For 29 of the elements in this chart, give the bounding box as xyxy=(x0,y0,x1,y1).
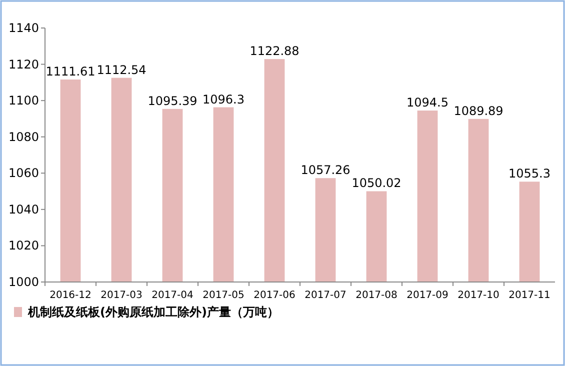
y-tick-label: 1140 xyxy=(8,21,39,35)
x-tick-label: 2017-03 xyxy=(100,290,142,301)
data-label: 1089.89 xyxy=(454,104,504,118)
data-label: 1057.26 xyxy=(300,163,350,178)
x-tick-label: 2017-09 xyxy=(406,290,448,301)
x-tick-label: 2016-12 xyxy=(50,290,92,301)
x-tick-label: 2017-08 xyxy=(356,290,398,301)
data-label: 1050.02 xyxy=(352,176,402,190)
x-tick-label: 2017-05 xyxy=(202,290,244,301)
x-tick-label: 2017-07 xyxy=(304,290,346,301)
legend-label: 机制纸及纸板(外购原纸加工除外)产量（万吨） xyxy=(27,305,279,319)
y-tick-label: 1060 xyxy=(8,166,39,180)
y-tick-label: 1100 xyxy=(8,94,39,108)
y-tick-label: 1080 xyxy=(8,130,39,144)
data-label: 1055.3 xyxy=(508,166,550,181)
data-label: 1112.54 xyxy=(96,62,146,77)
x-tick-label: 2017-11 xyxy=(508,290,550,301)
data-label: 1122.88 xyxy=(250,44,300,58)
y-tick-label: 1040 xyxy=(8,202,39,216)
y-tick-label: 1120 xyxy=(8,57,39,72)
data-label: 1095.39 xyxy=(148,94,198,108)
y-tick-label: 1000 xyxy=(8,275,39,289)
data-label: 1111.61 xyxy=(46,64,96,79)
x-tick-label: 2017-04 xyxy=(152,290,194,301)
data-label: 1094.5 xyxy=(406,96,448,110)
data-label: 1096.3 xyxy=(202,92,244,106)
x-tick-label: 2017-06 xyxy=(254,290,296,301)
y-tick-label: 1020 xyxy=(8,238,39,253)
x-tick-label: 2017-10 xyxy=(458,290,500,301)
